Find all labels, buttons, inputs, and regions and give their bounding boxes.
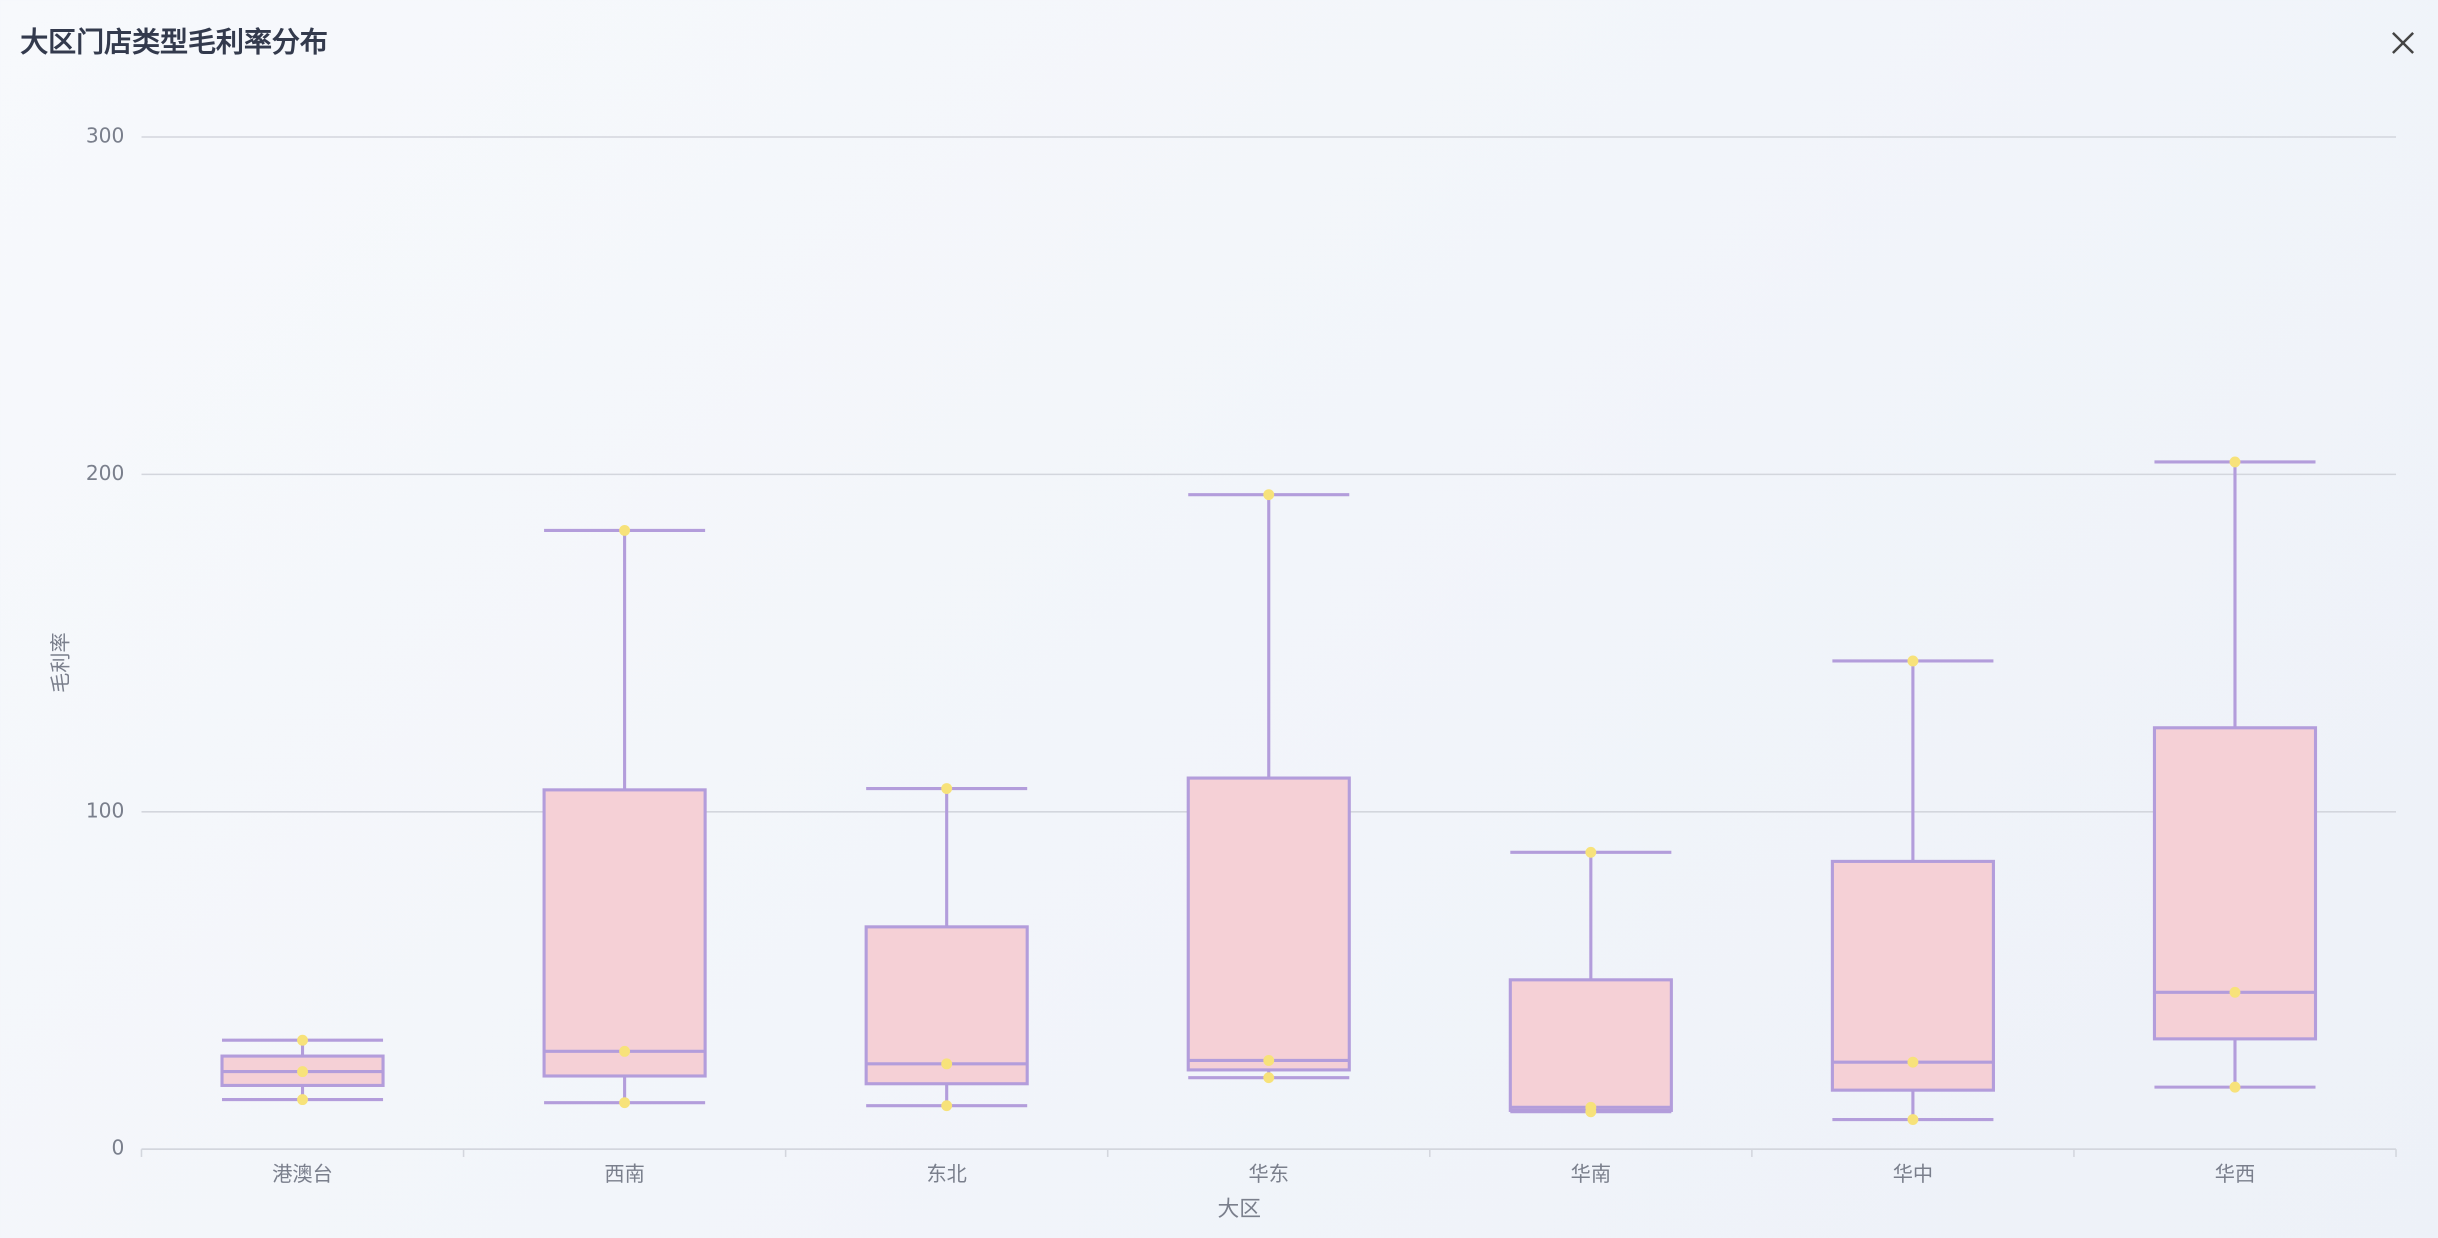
box (1508, 978, 1673, 1112)
x-tick-label: 东北 (926, 1162, 966, 1186)
point (1907, 1114, 1919, 1125)
point (1585, 846, 1597, 858)
point (941, 1100, 953, 1112)
point (619, 1097, 631, 1109)
point (941, 1058, 953, 1070)
x-tick-label: 港澳台 (272, 1162, 333, 1186)
y-tick-label: 100 (86, 798, 125, 822)
y-axis-label: 毛利率 (49, 632, 73, 693)
box (864, 925, 1029, 1086)
point (297, 1034, 308, 1046)
point (2229, 456, 2241, 468)
x-tick-label: 华中 (1893, 1162, 1933, 1186)
close-icon[interactable] (2392, 31, 2415, 54)
point (297, 1094, 308, 1106)
point (1263, 1055, 1275, 1066)
point (1585, 1106, 1597, 1118)
box (1186, 776, 1351, 1072)
x-axis-label: 大区 (1217, 1197, 1261, 1222)
point (1263, 1072, 1275, 1084)
x-tick-label: 华南 (1571, 1162, 1611, 1186)
chart-title: 大区门店类型毛利率分布 (20, 26, 328, 59)
point (2229, 986, 2241, 998)
point (297, 1066, 308, 1078)
point (1263, 489, 1275, 501)
box (1830, 859, 1995, 1092)
point (2229, 1081, 2241, 1093)
point (1907, 655, 1919, 667)
x-tick-label: 华西 (2215, 1162, 2255, 1186)
y-tick-label: 200 (86, 461, 125, 485)
y-tick-label: 0 (112, 1136, 125, 1160)
point (619, 524, 631, 536)
y-tick-label: 300 (86, 123, 125, 147)
box (542, 788, 707, 1078)
point (1907, 1056, 1919, 1068)
x-tick-label: 西南 (604, 1162, 644, 1186)
point (941, 783, 953, 794)
close-button[interactable] (2392, 31, 2415, 54)
point (619, 1045, 631, 1057)
x-tick-label: 华东 (1249, 1162, 1289, 1186)
